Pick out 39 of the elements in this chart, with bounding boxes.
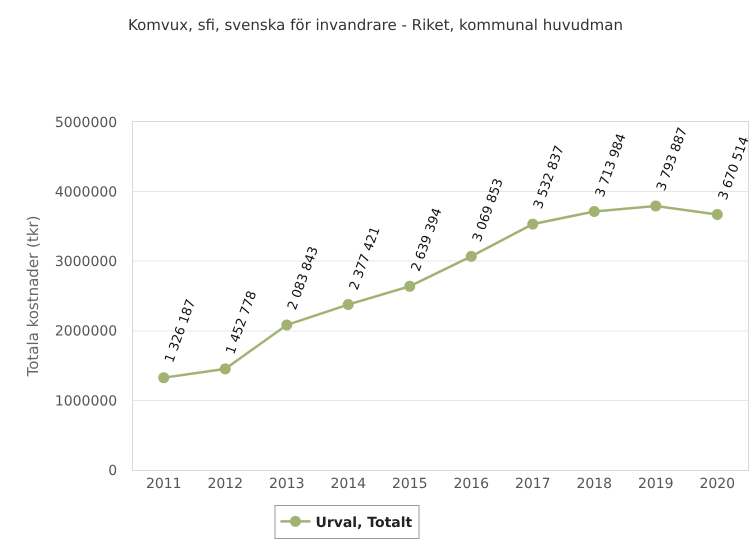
data-label: 3 069 853 [470,176,507,244]
x-tick-label: 2015 [392,476,428,492]
y-tick-label: 0 [108,462,118,479]
y-tick-label: 3000000 [54,254,118,270]
x-tick-label: 2011 [146,476,182,492]
point [342,299,354,310]
x-tick-label: 2013 [268,476,305,492]
data-label: 1 452 778 [224,289,260,356]
legend-label: Urval, Totalt [315,514,413,531]
data-label: 2 377 421 [346,224,384,292]
y-axis-title: Totala kostnader (tkr) [24,216,42,378]
y-tick-label: 4000000 [54,184,118,200]
x-tick-label: 2012 [207,476,244,492]
x-tick-label: 2020 [699,476,736,492]
point [712,209,723,220]
data-label: 3 532 837 [530,144,568,212]
point [404,280,416,292]
y-tick-label: 2000000 [54,324,118,340]
point [588,206,600,218]
x-tick-label: 2017 [514,476,551,492]
data-label: 3 793 887 [654,126,691,193]
point [466,250,477,262]
x-tick-label: 2019 [638,476,674,492]
data-label: 2 639 394 [408,206,446,274]
point [650,200,662,212]
x-tick-label: 2016 [453,476,490,492]
point [281,319,292,330]
data-label: 3 713 984 [592,132,630,200]
data-label: 1 326 187 [162,297,200,365]
y-tick-label: 1000000 [54,393,118,410]
point [158,372,170,384]
x-tick-label: 2014 [330,476,366,492]
y-tick-label: 5000000 [54,114,118,131]
chart-title: Komvux, sfi, svenska för invandrare - Riket, kommunal huvudman [128,16,623,34]
point [527,218,538,230]
data-label: 2 083 843 [285,244,322,312]
data-label: 3 670 514 [716,134,751,202]
x-tick-label: 2018 [576,476,612,492]
point [220,363,231,374]
